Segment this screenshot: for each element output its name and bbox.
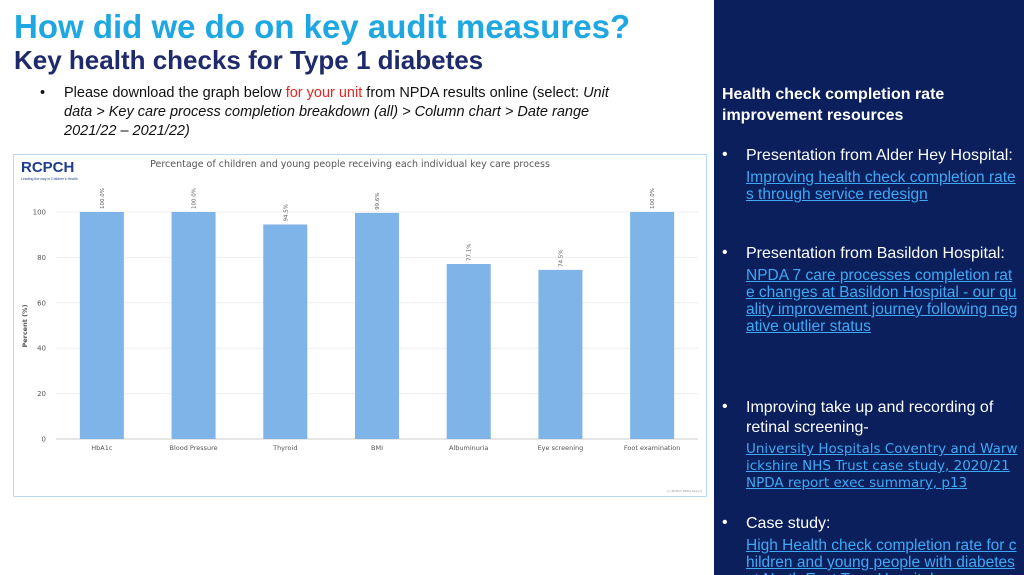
logo-tagline: Leading the way in Children's Health bbox=[21, 177, 78, 181]
bar bbox=[79, 212, 124, 439]
y-axis-label: Percent (%) bbox=[21, 304, 29, 347]
x-tick-label: Eye screening bbox=[538, 444, 584, 452]
resource-link[interactable]: University Hospitals Coventry and Warwic… bbox=[746, 441, 1018, 491]
bar bbox=[263, 224, 308, 439]
data-label: 100.0% bbox=[192, 188, 198, 209]
chart-container: RCPCH Leading the way in Children's Heal… bbox=[13, 154, 707, 497]
data-label: 94.5% bbox=[283, 204, 289, 221]
resources-panel: Health check completion rate improvement… bbox=[714, 0, 1024, 575]
rcpch-logo: RCPCH Leading the way in Children's Heal… bbox=[21, 159, 78, 181]
x-tick-label: Foot examination bbox=[624, 444, 680, 452]
slide-subtitle: Key health checks for Type 1 diabetes bbox=[14, 45, 484, 75]
x-tick-label: Thyroid bbox=[272, 444, 297, 452]
data-label: 100.0% bbox=[650, 188, 656, 209]
resource-item: • Case study: High Health check completi… bbox=[722, 514, 1018, 575]
bar bbox=[538, 269, 583, 439]
bar-chart: RCPCH Leading the way in Children's Heal… bbox=[21, 159, 703, 493]
y-tick-label: 0 bbox=[42, 436, 46, 444]
resource-item: • Presentation from Basildon Hospital: N… bbox=[722, 244, 1018, 335]
bullet-icon: • bbox=[722, 244, 728, 261]
y-tick-label: 20 bbox=[37, 390, 46, 398]
data-label: 77.1% bbox=[467, 243, 473, 260]
instruction-highlight: for your unit bbox=[285, 85, 363, 101]
x-tick-label: HbA1c bbox=[91, 444, 113, 452]
x-tick-label: BMI bbox=[371, 444, 383, 452]
resource-text: Case study: bbox=[746, 515, 831, 532]
bar bbox=[354, 212, 400, 439]
resource-link[interactable]: Improving health check completion rates … bbox=[746, 169, 1016, 203]
resource-item: • Presentation from Alder Hey Hospital: … bbox=[722, 146, 1018, 203]
resource-text: Presentation from Alder Hey Hospital: bbox=[746, 147, 1013, 164]
data-label: 100.0% bbox=[100, 188, 106, 209]
y-tick-label: 60 bbox=[37, 299, 46, 307]
instruction-path: Unit data > Key care process completion … bbox=[64, 85, 609, 139]
bullet-icon: • bbox=[722, 514, 728, 531]
chart-footer: (c) RCPCH NPDA Report bbox=[667, 489, 703, 493]
bullet-icon: • bbox=[722, 398, 728, 415]
x-tick-label: Blood Pressure bbox=[169, 444, 217, 452]
bullet-icon: • bbox=[722, 146, 728, 163]
chart-title: Percentage of children and young people … bbox=[150, 159, 550, 170]
bar bbox=[446, 263, 491, 439]
instruction-text: • Please download the graph below for yo… bbox=[40, 84, 640, 141]
slide-title: How did we do on key audit measures? bbox=[14, 8, 631, 45]
y-tick-label: 40 bbox=[37, 345, 46, 353]
resource-link[interactable]: High Health check completion rate for ch… bbox=[746, 537, 1017, 575]
x-tick-label: Albuminuria bbox=[449, 444, 488, 452]
data-label: 74.5% bbox=[558, 249, 564, 266]
y-tick-label: 100 bbox=[33, 209, 46, 217]
bar bbox=[630, 212, 675, 439]
resource-text: Presentation from Basildon Hospital: bbox=[746, 245, 1005, 262]
y-tick-label: 80 bbox=[37, 254, 46, 262]
instruction-part1: Please download the graph below bbox=[64, 85, 286, 101]
resource-text: Improving take up and recording of retin… bbox=[746, 399, 994, 436]
resource-link[interactable]: NPDA 7 care processes completion rate ch… bbox=[746, 267, 1018, 335]
data-label: 99.6% bbox=[375, 192, 381, 209]
bar bbox=[171, 212, 216, 439]
bullet-icon: • bbox=[40, 85, 46, 101]
panel-heading: Health check completion rate improvement… bbox=[722, 86, 945, 124]
resource-item: • Improving take up and recording of ret… bbox=[722, 398, 1018, 492]
instruction-part2: from NPDA results online (select: bbox=[362, 85, 584, 101]
logo-text: RCPCH bbox=[21, 159, 74, 176]
